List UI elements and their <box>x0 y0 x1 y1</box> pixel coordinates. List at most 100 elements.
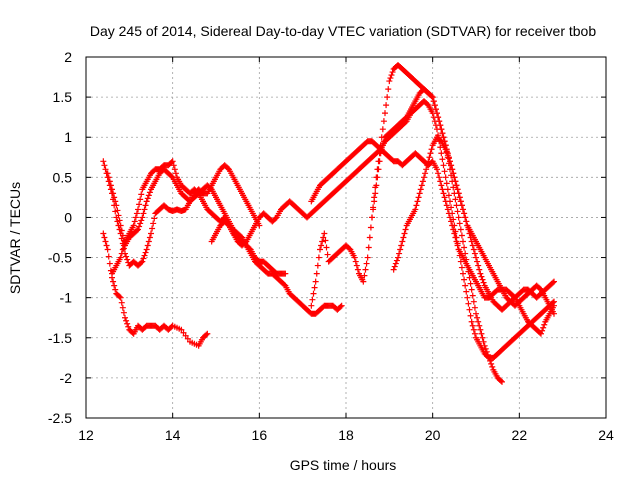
data-point <box>454 242 461 249</box>
data-point <box>462 282 469 289</box>
data-point <box>426 154 433 161</box>
data-point <box>436 118 443 125</box>
data-point <box>453 238 460 245</box>
data-point <box>180 329 187 336</box>
data-point <box>117 254 124 261</box>
data-point <box>380 138 387 145</box>
data-point <box>131 218 138 225</box>
data-point <box>135 206 141 213</box>
data-point <box>309 296 316 303</box>
data-point <box>387 75 394 82</box>
data-point <box>440 162 447 169</box>
data-point <box>486 354 492 361</box>
data-point <box>434 110 440 117</box>
data-point <box>439 186 446 193</box>
data-point <box>361 272 368 279</box>
data-point <box>116 217 123 224</box>
data-point <box>365 244 372 251</box>
data-point <box>346 245 353 252</box>
data-point <box>171 166 178 173</box>
data-point <box>401 230 408 237</box>
data-point <box>313 270 320 277</box>
data-point <box>117 222 124 229</box>
data-point <box>444 186 451 193</box>
data-point <box>139 258 146 265</box>
data-point <box>430 98 437 105</box>
data-point <box>438 150 445 157</box>
data-point <box>454 208 461 215</box>
data-point <box>366 234 373 241</box>
data-point <box>451 174 458 181</box>
data-point <box>311 284 318 291</box>
data-point <box>461 276 468 283</box>
data-point <box>484 351 491 358</box>
data-point <box>414 198 421 205</box>
y-tick-label: -1 <box>60 290 73 306</box>
data-point <box>540 324 547 331</box>
data-point <box>449 222 456 229</box>
data-point <box>369 214 375 221</box>
data-point <box>418 182 425 189</box>
data-point <box>462 214 469 221</box>
data-point <box>482 345 489 352</box>
data-point <box>448 162 455 169</box>
data-point <box>448 218 455 225</box>
data-point <box>312 278 319 285</box>
series-s1 <box>100 230 211 349</box>
data-point <box>143 198 150 205</box>
data-point <box>478 273 485 280</box>
data-point <box>375 166 382 173</box>
data-point <box>224 221 231 228</box>
data-point <box>483 348 490 355</box>
data-point <box>438 182 445 189</box>
data-point <box>109 186 115 193</box>
data-point <box>443 180 450 187</box>
data-point <box>224 165 231 172</box>
data-point <box>385 86 392 93</box>
data-point <box>140 255 147 262</box>
data-point <box>105 253 112 260</box>
data-point <box>115 212 122 219</box>
data-point <box>538 330 544 337</box>
data-point <box>473 254 479 261</box>
data-point <box>444 206 451 213</box>
data-point <box>319 238 326 245</box>
data-point <box>272 215 279 222</box>
data-point <box>398 242 405 249</box>
data-point <box>104 170 111 177</box>
data-point <box>465 300 472 307</box>
data-point <box>452 234 459 241</box>
data-point <box>481 342 488 349</box>
data-point <box>382 110 388 117</box>
data-point <box>148 230 154 237</box>
data-point <box>445 192 452 199</box>
data-point <box>373 182 380 189</box>
data-point <box>376 158 383 165</box>
data-point <box>354 266 361 273</box>
data-point <box>101 162 108 169</box>
data-point <box>124 256 131 263</box>
data-point <box>150 220 157 227</box>
data-point <box>101 234 108 241</box>
data-point <box>310 290 317 297</box>
series-s9 <box>390 134 557 317</box>
data-point <box>460 206 466 213</box>
data-point <box>371 198 378 205</box>
data-point <box>145 238 152 245</box>
data-point <box>172 170 179 177</box>
data-point <box>384 94 391 101</box>
data-point <box>379 126 386 133</box>
data-point <box>458 202 465 209</box>
data-point <box>450 226 457 233</box>
data-point <box>444 152 451 159</box>
data-point <box>400 234 407 241</box>
data-point <box>379 142 386 149</box>
data-point <box>135 226 141 233</box>
data-point <box>460 238 466 245</box>
x-tick-label: 14 <box>165 427 181 443</box>
data-point <box>392 260 399 267</box>
data-point <box>424 101 431 108</box>
data-point <box>438 126 445 133</box>
data-point <box>437 122 444 129</box>
data-point <box>168 159 175 166</box>
